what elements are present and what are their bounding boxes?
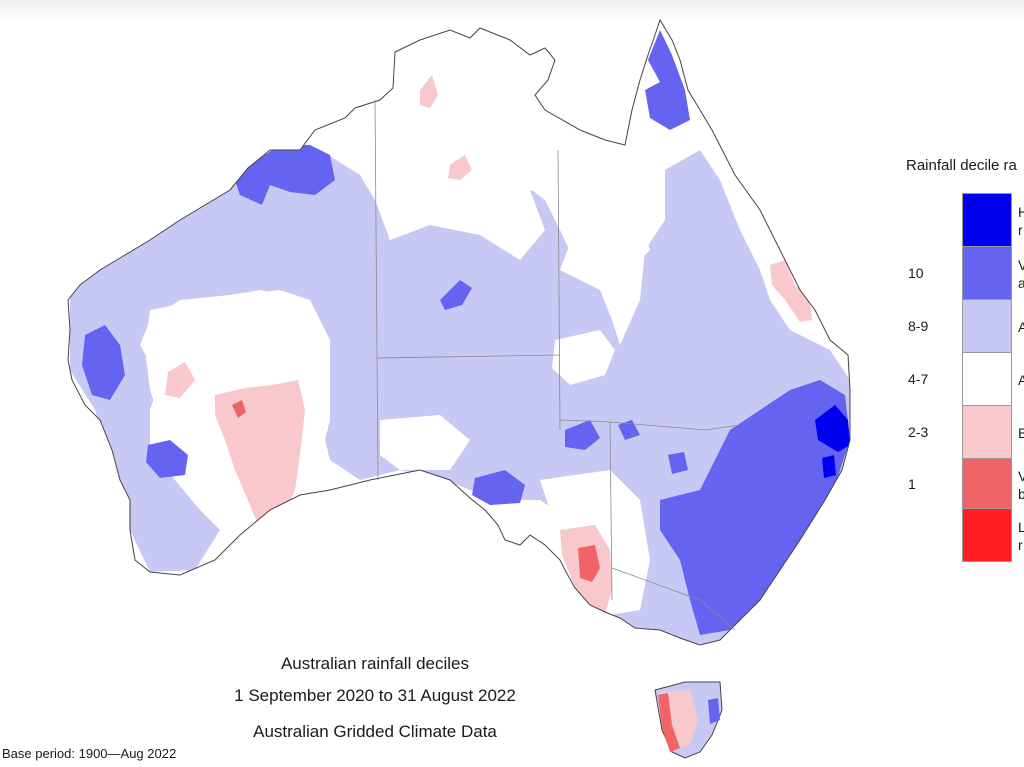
legend-code-above: 8-9 xyxy=(908,318,929,334)
nt-sa-border xyxy=(377,354,561,359)
legend-title: Rainfall decile ra xyxy=(906,157,1017,174)
below-average-wa-small xyxy=(165,362,195,398)
caption-source: Australian Gridded Climate Data xyxy=(253,722,497,741)
caption-title: Australian rainfall deciles xyxy=(280,654,470,673)
very-much-above-east xyxy=(660,380,850,635)
legend-text-above: A xyxy=(1018,319,1024,335)
highest-on-record-nsw-coast xyxy=(815,405,850,452)
sa-qld-border xyxy=(559,419,741,431)
highest-on-record-nsw-coast2 xyxy=(822,455,836,478)
above-average-region xyxy=(70,150,850,645)
legend-code-very-much-below: 1 xyxy=(908,476,916,492)
tasmania-very-much-below xyxy=(658,693,680,752)
average-pocket-north xyxy=(370,100,650,280)
very-much-above-qld-centre3 xyxy=(668,452,688,474)
legend-code-below: 2-3 xyxy=(908,424,929,440)
below-average-qld-coast xyxy=(770,260,812,322)
legend-swatch-very-much-above xyxy=(962,246,1012,300)
very-much-above-qld-centre2 xyxy=(618,420,640,440)
nsw-vic-border xyxy=(611,567,736,631)
legend-code-average: 4-7 xyxy=(908,371,929,387)
legend-swatch-lowest xyxy=(962,508,1012,562)
average-pocket-centre xyxy=(552,330,615,385)
legend-swatch-below xyxy=(962,405,1012,459)
below-average-wa xyxy=(215,380,305,530)
below-average-top-end xyxy=(420,75,438,108)
wa-border xyxy=(374,99,379,481)
legend-swatch-above xyxy=(962,299,1012,353)
legend-text-very-much-above-line1: V xyxy=(1018,257,1024,273)
legend-text-very-much-below-line2: b xyxy=(1018,486,1024,502)
very-much-above-cape-york xyxy=(645,30,690,130)
legend-code-very-much-above: 10 xyxy=(908,265,924,281)
legend-text-lowest-line2: r xyxy=(1018,537,1023,553)
below-average-nt xyxy=(448,155,472,180)
caption-period: 1 September 2020 to 31 August 2022 xyxy=(234,686,516,705)
nt-qld-border xyxy=(557,149,561,431)
legend-text-average: A xyxy=(1018,372,1024,388)
legend-text-very-much-above-line2: a xyxy=(1018,275,1024,291)
state-borders xyxy=(374,99,741,631)
legend-text-below: B xyxy=(1018,425,1024,441)
legend-text-lowest-line1: L xyxy=(1018,519,1024,535)
very-much-above-qld-centre xyxy=(565,420,600,450)
top-edge-shadow xyxy=(0,0,1024,20)
base-period: Base period: 1900—Aug 2022 xyxy=(2,746,177,761)
legend-text-highest-line1: H xyxy=(1018,204,1024,220)
legend-swatch-highest xyxy=(962,193,1012,247)
legend-swatch-average xyxy=(962,352,1012,406)
very-much-above-sa-north xyxy=(472,470,525,505)
legend-text-highest-line2: r xyxy=(1018,222,1023,238)
very-much-below-wa xyxy=(232,400,246,418)
sa-nsw-vic-border xyxy=(609,421,613,601)
legend-text-very-much-below-line1: V xyxy=(1018,468,1024,484)
average-pocket-sa xyxy=(380,415,470,470)
coastline xyxy=(67,18,851,646)
tasmania-very-much-above xyxy=(708,698,720,724)
very-much-below-sa xyxy=(578,545,600,582)
legend-swatch-very-much-below xyxy=(962,458,1012,512)
very-much-above-wa-coast xyxy=(82,325,125,400)
tasmania xyxy=(654,681,723,759)
very-much-above-nt-centre xyxy=(440,280,472,310)
very-much-above-wa-south xyxy=(146,440,188,478)
